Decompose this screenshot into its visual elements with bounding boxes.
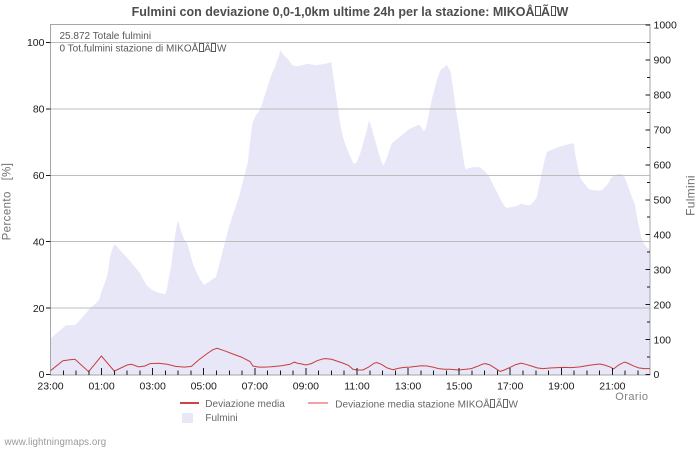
svg-text:100: 100 bbox=[654, 334, 672, 346]
svg-text:500: 500 bbox=[654, 194, 672, 206]
svg-text:0: 0 bbox=[654, 369, 660, 381]
svg-text:900: 900 bbox=[654, 55, 672, 67]
svg-text:17:00: 17:00 bbox=[497, 381, 523, 393]
svg-text:300: 300 bbox=[654, 264, 672, 276]
svg-text:700: 700 bbox=[654, 125, 672, 137]
svg-text:23:00: 23:00 bbox=[37, 381, 63, 393]
svg-text:03:00: 03:00 bbox=[140, 381, 166, 393]
svg-text:400: 400 bbox=[654, 229, 672, 241]
svg-text:60: 60 bbox=[33, 170, 45, 182]
svg-text:13:00: 13:00 bbox=[395, 381, 421, 393]
svg-text:600: 600 bbox=[654, 160, 672, 172]
svg-text:800: 800 bbox=[654, 90, 672, 102]
svg-text:09:00: 09:00 bbox=[293, 381, 319, 393]
svg-text:100: 100 bbox=[27, 37, 45, 49]
svg-text:200: 200 bbox=[654, 299, 672, 311]
svg-text:80: 80 bbox=[33, 104, 45, 116]
svg-text:07:00: 07:00 bbox=[242, 381, 268, 393]
svg-text:21:00: 21:00 bbox=[599, 381, 625, 393]
svg-text:20: 20 bbox=[33, 303, 45, 315]
svg-text:40: 40 bbox=[33, 236, 45, 248]
svg-text:19:00: 19:00 bbox=[548, 381, 574, 393]
svg-text:11:00: 11:00 bbox=[344, 381, 370, 393]
svg-text:15:00: 15:00 bbox=[446, 381, 472, 393]
svg-text:1000: 1000 bbox=[654, 20, 678, 32]
svg-text:05:00: 05:00 bbox=[191, 381, 217, 393]
svg-text:0: 0 bbox=[39, 369, 45, 381]
svg-text:01:00: 01:00 bbox=[88, 381, 114, 393]
